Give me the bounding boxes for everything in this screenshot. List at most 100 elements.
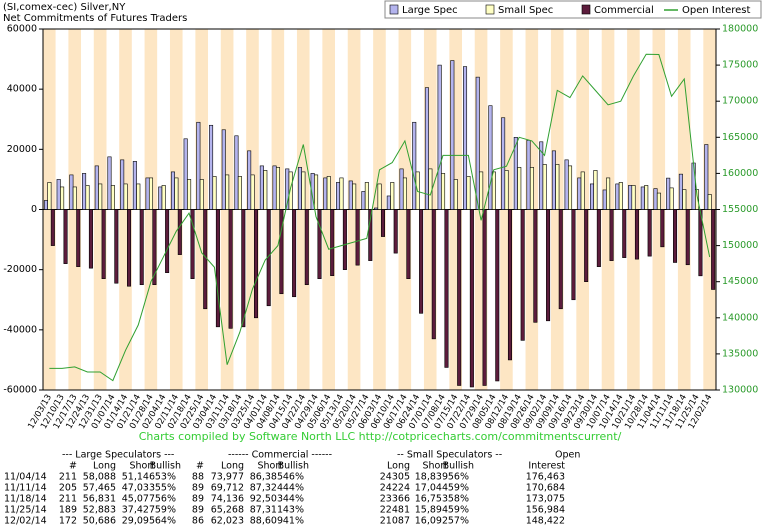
bar xyxy=(253,209,259,319)
table-cell: 86,385 xyxy=(250,472,283,483)
table-cell: 88 xyxy=(192,472,204,483)
table-cell: 87,311 xyxy=(250,505,283,516)
credit: Charts compiled by Software North LLC ht… xyxy=(139,430,622,443)
bar xyxy=(348,180,353,210)
line-series xyxy=(49,53,711,382)
table-cell: 62,023 xyxy=(211,516,244,527)
table-cell: 59% xyxy=(155,505,176,516)
table-cell: 89 xyxy=(192,483,204,494)
bar xyxy=(174,177,179,210)
table-column-header: Long xyxy=(93,461,116,472)
bar xyxy=(463,66,468,210)
y2-tick-label: 160000 xyxy=(722,168,758,179)
table-cell: 170,684 xyxy=(526,483,565,494)
bar xyxy=(380,209,386,237)
bar xyxy=(361,191,366,210)
bar xyxy=(634,209,639,260)
table-cell: 156,984 xyxy=(526,505,565,516)
bar xyxy=(190,209,195,279)
bar xyxy=(698,209,703,277)
table-column-header: Short xyxy=(423,461,449,472)
bar xyxy=(101,209,106,279)
bar xyxy=(593,170,598,210)
table-column-header: Bullish xyxy=(278,461,309,472)
bar xyxy=(72,186,77,210)
table-cell: 24224 xyxy=(380,483,410,494)
bar xyxy=(292,209,297,298)
bar xyxy=(596,209,601,267)
bar xyxy=(301,171,306,210)
y2-tick-label: 180000 xyxy=(722,24,758,35)
bar xyxy=(691,162,696,210)
y-tick-label: 20000 xyxy=(7,144,37,155)
table-cell: 69,712 xyxy=(211,483,244,494)
bar xyxy=(76,209,81,267)
table-cell: 53% xyxy=(155,472,176,483)
table-cell: 37,427 xyxy=(122,505,155,516)
bar xyxy=(114,209,119,284)
table-cell: 148,422 xyxy=(526,516,565,527)
bar xyxy=(450,60,455,210)
bar xyxy=(399,168,404,210)
bar xyxy=(355,209,360,266)
bar xyxy=(656,192,661,210)
bar xyxy=(247,150,252,210)
bar xyxy=(364,182,369,210)
table-cell: 23366 xyxy=(380,494,410,505)
bar xyxy=(526,140,531,210)
table-cell: 92,503 xyxy=(250,494,283,505)
table-column-header: Short xyxy=(258,461,284,472)
bar xyxy=(653,188,658,210)
bar xyxy=(196,121,201,210)
bar xyxy=(707,194,712,210)
bar xyxy=(228,209,233,329)
bar xyxy=(491,171,496,210)
bar xyxy=(386,195,391,210)
table-cell: 12/02/14 xyxy=(4,516,47,527)
table-column-header: Long xyxy=(387,461,410,472)
table-cell: 24305 xyxy=(380,472,410,483)
bar xyxy=(152,209,157,286)
legend-label: Small Spec xyxy=(498,5,553,16)
bar xyxy=(145,177,150,210)
bar xyxy=(314,174,319,210)
bar xyxy=(647,209,652,257)
bar xyxy=(368,209,373,261)
bar xyxy=(615,183,620,210)
table-cell: 59% xyxy=(448,483,469,494)
bar xyxy=(622,209,627,258)
bar xyxy=(377,183,382,210)
bar xyxy=(330,209,335,276)
y2-tick-label: 165000 xyxy=(722,132,758,143)
bar xyxy=(441,173,446,210)
bar xyxy=(437,64,442,210)
bar xyxy=(475,76,480,210)
bar xyxy=(580,171,585,210)
legend-swatch xyxy=(485,4,495,15)
bar xyxy=(136,183,141,210)
table-cell: 17,044 xyxy=(415,483,448,494)
bar xyxy=(263,170,268,210)
bar xyxy=(558,209,563,310)
bar xyxy=(551,150,556,210)
bar xyxy=(546,209,551,322)
bar xyxy=(88,209,93,269)
bar xyxy=(272,165,277,210)
bar xyxy=(406,209,411,279)
bar xyxy=(374,207,379,210)
table-cell: 43% xyxy=(283,505,304,516)
bar xyxy=(120,159,125,210)
y-tick-label: -20000 xyxy=(3,264,37,275)
table-cell: 22481 xyxy=(380,505,410,516)
bar xyxy=(237,176,242,210)
bar xyxy=(82,173,87,210)
bar xyxy=(666,177,671,210)
table-group-header: ------ Commercial ------ xyxy=(228,450,332,461)
table-cell: 88,609 xyxy=(250,516,283,527)
bar xyxy=(393,209,398,254)
bar xyxy=(542,164,547,210)
bar xyxy=(209,124,214,210)
table-cell: 11/04/14 xyxy=(4,472,47,483)
legend-label: Open Interest xyxy=(682,5,751,16)
y2-tick-label: 145000 xyxy=(722,276,758,287)
